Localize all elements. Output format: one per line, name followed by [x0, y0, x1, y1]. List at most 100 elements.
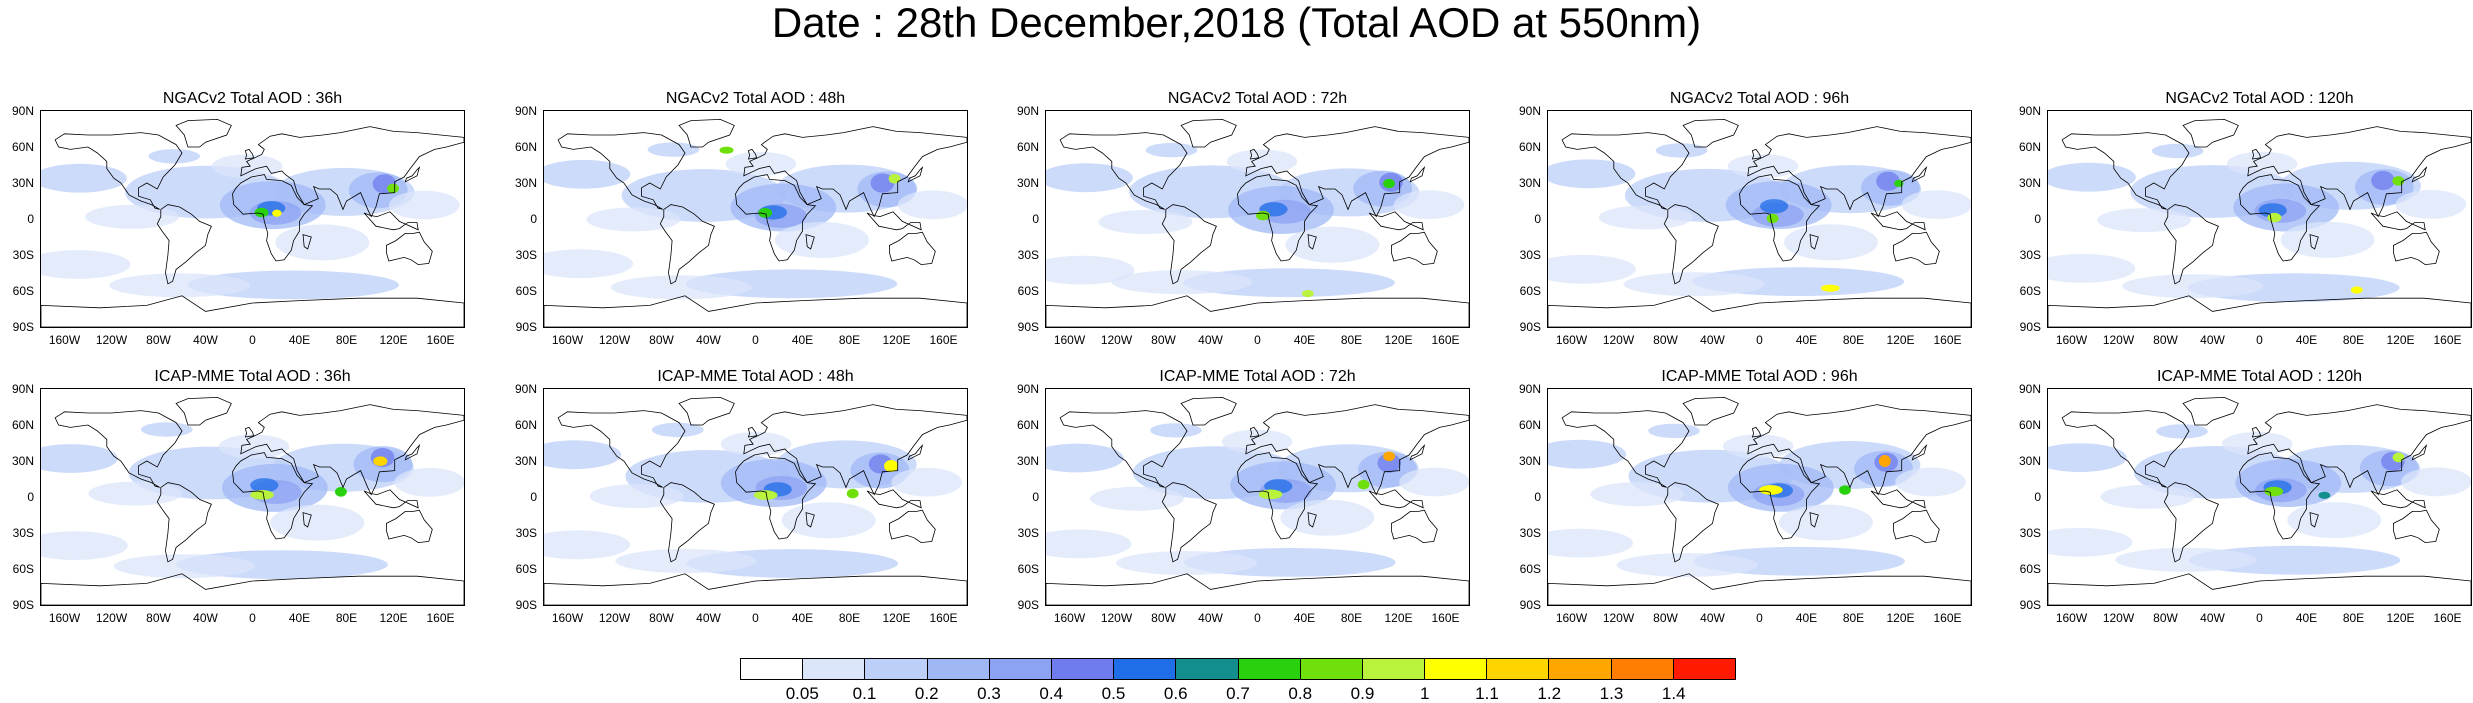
colorbar-swatch [1051, 659, 1115, 679]
longitude-tick-label: 80E [838, 611, 861, 625]
coastline-japan [2411, 166, 2428, 183]
longitude-tick-label: 120W [1100, 611, 1133, 625]
map-panel: ICAP-MME Total AOD : 120h 90N 60N 30N 0 30S 60… [2007, 368, 2472, 658]
coastline-south-america [2163, 204, 2219, 285]
coastline-south-america [659, 482, 715, 563]
aod-patch [2280, 221, 2375, 258]
latitude-tick-label: 0 [1534, 212, 1541, 226]
longitude-tick-label: 40E [1795, 333, 1818, 347]
colorbar-swatch [741, 659, 804, 679]
longitude-tick-label: 120E [2386, 611, 2415, 625]
longitude-tick-label: 40W [696, 333, 721, 347]
latitude-tick-label: 30S [12, 248, 34, 262]
map-svg [2048, 396, 2471, 605]
aod-field [1548, 143, 1971, 297]
longitude-tick-label: 120W [1602, 333, 1635, 347]
latitude-tick-label: 60N [1518, 140, 1541, 154]
longitude-tick-label: 0 [1254, 611, 1261, 625]
colorbar-label: 0.2 [914, 684, 939, 703]
latitude-tick-label: 0 [27, 212, 34, 226]
longitude-tick-label: 120W [1602, 611, 1635, 625]
aod-patch [1399, 467, 1469, 497]
aod-patch [586, 207, 681, 232]
aod-patch [2115, 547, 2257, 572]
latitude-tick-label: 0 [1534, 490, 1541, 504]
aod-patch [2048, 527, 2133, 557]
aod-patch [2048, 162, 2136, 192]
latitude-tick-label: 90N [514, 382, 537, 396]
aod-patch [891, 467, 962, 497]
longitude-tick-label: 160W [2055, 333, 2088, 347]
coastline-eurasia [1747, 404, 1971, 496]
map-svg [1548, 118, 1971, 327]
longitude-tick-label: 160W [551, 333, 584, 347]
aod-patch [1145, 142, 1198, 158]
latitude-tick-label: 30S [515, 248, 537, 262]
aod-patch [781, 502, 876, 539]
aod-patch [2048, 443, 2127, 472]
map-svg [2048, 118, 2471, 327]
aod-patch [1548, 528, 1634, 558]
coastline-africa [1739, 452, 1821, 540]
coastline-greenland [1180, 396, 1237, 426]
aod-patch [2350, 286, 2363, 294]
latitude-tick-label: 90S [515, 320, 537, 334]
colorbar [740, 658, 1736, 680]
longitude-tick-label: 0 [752, 611, 759, 625]
aod-patch [41, 163, 127, 193]
aod-map [1045, 110, 1470, 328]
coastline-australia [386, 509, 433, 544]
aod-map [543, 388, 968, 606]
aod-patch [1280, 499, 1375, 536]
latitude-tick-label: 30N [1016, 176, 1039, 190]
aod-patch [141, 422, 193, 437]
aod-patch [109, 273, 251, 298]
coastline-japan [907, 444, 924, 461]
aod-patch [1301, 290, 1314, 298]
aod-patch [1046, 529, 1132, 559]
colorbar-swatch [927, 659, 990, 679]
latitude-tick-label: 30N [1518, 176, 1541, 190]
aod-patch [1616, 553, 1758, 577]
latitude-tick-label: 90N [514, 104, 537, 118]
colorbar-swatch [1176, 659, 1239, 679]
longitude-tick-label: 40W [2200, 333, 2225, 347]
map-panel: NGACv2 Total AOD : 96h 90N 60N 30N 0 30S 60S 90… [1507, 90, 1972, 380]
latitude-tick-label: 0 [2034, 490, 2041, 504]
map-panel: NGACv2 Total AOD : 72h 90N 60N 30N 0 30S 60S 90… [1005, 90, 1470, 380]
latitude-tick-label: 60S [1017, 562, 1039, 576]
aod-patch [113, 554, 255, 579]
aod-patch [1878, 455, 1891, 467]
longitude-tick-label: 120E [379, 333, 408, 347]
coastline-antarctica [41, 573, 464, 605]
map-panel: NGACv2 Total AOD : 120h 90N 60N 30N 0 30S 60S 9… [2007, 90, 2472, 380]
aod-patch [1046, 163, 1133, 193]
coastline-greenland [678, 396, 735, 426]
longitude-tick-label: 40E [1293, 611, 1316, 625]
longitude-tick-label: 80E [1340, 333, 1363, 347]
coastline-africa [735, 452, 817, 540]
aod-patch [2401, 467, 2471, 497]
latitude-tick-label: 60S [2019, 562, 2041, 576]
coastline-north-america [54, 410, 183, 488]
coastline-australia [889, 231, 936, 266]
aod-patch [1046, 255, 1135, 285]
aod-patch [2226, 151, 2298, 176]
latitude-tick-label: 90N [2018, 104, 2041, 118]
latitude-tick-label: 60N [11, 418, 34, 432]
colorbar-swatch [1487, 659, 1550, 679]
latitude-tick-label: 30S [1519, 526, 1541, 540]
longitude-tick-label: 80E [1842, 333, 1865, 347]
latitude-tick-label: 30S [1017, 526, 1039, 540]
latitude-tick-label: 90S [1519, 320, 1541, 334]
latitude-tick-label: 90S [1017, 320, 1039, 334]
aod-patch [218, 434, 290, 459]
colorbar-swatch [1114, 659, 1177, 679]
longitude-tick-label: 80W [2153, 333, 2178, 347]
coastline-eurasia [2247, 126, 2471, 218]
coastline-north-america [557, 410, 686, 488]
aod-patch [1590, 482, 1685, 507]
coastline-indonesia [363, 489, 419, 509]
map-svg [41, 118, 464, 327]
longitude-tick-label: 120E [379, 611, 408, 625]
